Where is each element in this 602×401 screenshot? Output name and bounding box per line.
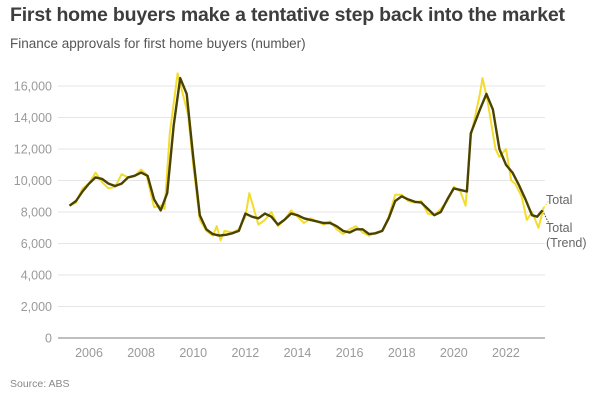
x-tick-label: 2020 — [440, 346, 468, 360]
y-tick-label: 16,000 — [14, 80, 52, 94]
chart-subtitle: Finance approvals for first home buyers … — [10, 36, 306, 51]
x-tick-label: 2006 — [75, 346, 103, 360]
legend-label-trend: Total (Trend) — [546, 221, 587, 250]
y-tick-label: 14,000 — [14, 111, 52, 125]
x-tick-label: 2014 — [284, 346, 312, 360]
chart-title: First home buyers make a tentative step … — [10, 4, 565, 26]
y-tick-label: 0 — [45, 332, 52, 346]
x-tick-label: 2012 — [231, 346, 259, 360]
source-note: Source: ABS — [10, 378, 70, 390]
x-tick-label: 2016 — [336, 346, 364, 360]
x-tick-label: 2008 — [127, 346, 155, 360]
y-tick-label: 2,000 — [21, 300, 52, 314]
y-tick-label: 10,000 — [14, 174, 52, 188]
y-tick-label: 6,000 — [21, 237, 52, 251]
x-tick-label: 2010 — [179, 346, 207, 360]
y-tick-label: 12,000 — [14, 143, 52, 157]
series-trend-line — [68, 76, 544, 237]
y-tick-label: 4,000 — [21, 269, 52, 283]
legend-label-total: Total — [546, 193, 572, 207]
x-tick-label: 2018 — [388, 346, 416, 360]
trend-label-leader — [541, 210, 549, 223]
series-total-line — [69, 72, 545, 242]
y-tick-label: 8,000 — [21, 206, 52, 220]
x-tick-label: 2022 — [492, 346, 520, 360]
total-label-leader — [543, 197, 552, 208]
